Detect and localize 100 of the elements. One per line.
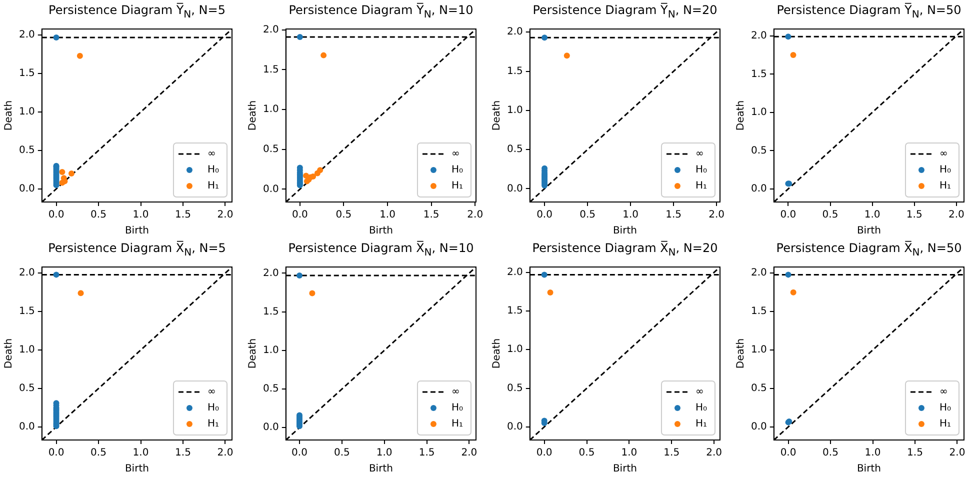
y-tick-label: 0.5 [750, 383, 767, 394]
y-tick-label: 1.0 [18, 344, 35, 356]
y-tick-label: 0.0 [750, 422, 767, 433]
legend-label: ∞ [207, 386, 216, 398]
x-tick-label: 0.5 [90, 210, 106, 221]
x-tick-label: 0.5 [334, 448, 350, 459]
x-tick-label: 2.0 [461, 448, 478, 459]
x-tick-label: 1.5 [907, 448, 923, 459]
y-tick-label: 0.5 [262, 384, 279, 395]
chart-title: Persistence Diagram X̅$_{N}$, N=50 [775, 240, 963, 258]
x-tick-label: 0.0 [48, 448, 64, 459]
x-tick-label: 0.0 [780, 210, 796, 221]
legend-label: H₁ [939, 418, 952, 430]
y-tick-label: 2.0 [750, 30, 767, 42]
x-tick-label: 0.0 [536, 448, 552, 459]
y-tick-label: 2.0 [262, 268, 279, 279]
y-tick-label: 2.0 [18, 30, 35, 41]
chart-title: Persistence Diagram Y̅$_{N}$, N=20 [532, 2, 718, 20]
y-axis-title: Death [248, 100, 259, 131]
chart-title: Persistence Diagram X̅$_{N}$, N=20 [531, 240, 719, 258]
x-tick-label: 2.0 [948, 210, 964, 221]
x-tick-label: 2.0 [706, 448, 722, 459]
x-tick-label: 1.0 [864, 210, 880, 221]
x-tick-label: 0.5 [578, 448, 595, 459]
y-tick-label: 0.0 [506, 421, 523, 432]
legend-label: H₁ [939, 180, 952, 192]
y-tick-label: 2.0 [506, 26, 523, 38]
x-tick-label: 2.0 [217, 448, 234, 459]
legend-label: H₁ [451, 418, 464, 430]
y-tick-label: 0.0 [18, 184, 35, 195]
x-axis-title: Birth [856, 464, 881, 475]
y-tick-label: 2.0 [18, 268, 35, 279]
x-tick-label: 1.5 [418, 448, 435, 459]
y-tick-label: 1.5 [262, 306, 279, 318]
y-tick-label: 1.5 [18, 306, 35, 318]
y-tick-label: 2.0 [262, 24, 279, 36]
y-tick-label: 0.0 [506, 183, 523, 194]
legend-label: ∞ [207, 148, 216, 160]
x-tick-label: 0.0 [292, 210, 308, 221]
x-tick-label: 0.5 [822, 210, 838, 221]
y-tick-label: 0.5 [262, 144, 279, 155]
x-tick-label: 1.0 [864, 448, 881, 459]
x-tick-label: 0.0 [780, 448, 796, 459]
x-axis-title: Birth [124, 464, 149, 475]
legend-label: H₁ [207, 180, 220, 192]
x-axis-title: Birth [612, 226, 637, 237]
legend-label: ∞ [451, 148, 460, 160]
x-axis-title: Birth [368, 226, 393, 237]
x-tick-label: 2.0 [708, 210, 725, 221]
legend-label: H₀ [451, 402, 464, 414]
chart-title: Persistence Diagram X̅$_{N}$, N=10 [287, 240, 475, 258]
y-tick-label: 1.5 [506, 66, 523, 77]
legend-label: ∞ [695, 386, 704, 398]
y-axis-title: Death [736, 100, 747, 131]
x-tick-label: 1.0 [621, 448, 638, 459]
legend-label: H₁ [451, 180, 464, 192]
y-tick-label: 2.0 [506, 267, 523, 278]
x-tick-label: 2.0 [217, 210, 234, 221]
x-tick-label: 1.0 [132, 448, 149, 459]
legend-label: H₀ [939, 402, 952, 414]
x-axis-title: Birth [368, 464, 393, 475]
y-tick-label: 1.5 [506, 306, 523, 317]
y-tick-label: 0.5 [506, 144, 523, 156]
y-tick-label: 1.0 [262, 104, 279, 116]
chart-title: Persistence Diagram Y̅$_{N}$, N=5 [48, 2, 226, 20]
x-tick-label: 1.5 [906, 210, 922, 221]
legend-label: H₀ [207, 164, 220, 176]
legend-label: H₁ [207, 418, 220, 430]
y-tick-label: 1.0 [750, 107, 767, 118]
y-tick-label: 0.5 [506, 382, 523, 394]
x-tick-label: 1.0 [622, 210, 638, 221]
y-tick-label: 1.0 [18, 106, 35, 118]
y-tick-label: 1.5 [18, 68, 35, 80]
y-tick-label: 0.5 [750, 145, 767, 156]
chart-title: Persistence Diagram Y̅$_{N}$, N=50 [776, 2, 962, 20]
x-tick-label: 1.5 [175, 448, 191, 459]
y-tick-label: 1.0 [750, 344, 767, 356]
x-axis-title: Birth [124, 226, 149, 237]
x-tick-label: 1.0 [376, 448, 392, 459]
x-tick-label: 0.5 [90, 448, 106, 459]
x-tick-label: 2.0 [949, 448, 966, 459]
y-tick-label: 0.0 [262, 422, 279, 434]
legend-label: H₀ [695, 402, 708, 414]
y-tick-label: 0.0 [18, 422, 35, 433]
y-tick-label: 1.0 [506, 105, 523, 116]
x-tick-label: 0.5 [336, 210, 352, 221]
y-tick-label: 1.5 [750, 306, 767, 318]
y-tick-label: 1.5 [262, 64, 279, 76]
x-tick-label: 1.5 [423, 210, 440, 221]
x-tick-label: 1.0 [380, 210, 396, 221]
legend-label: ∞ [451, 386, 460, 398]
y-tick-label: 0.0 [750, 184, 767, 195]
legend-label: H₀ [939, 164, 952, 176]
legend-label: ∞ [695, 148, 704, 160]
legend-label: ∞ [939, 148, 948, 160]
y-tick-label: 0.5 [18, 145, 35, 156]
x-tick-label: 1.5 [666, 210, 682, 221]
legend-label: H₀ [451, 164, 464, 176]
y-axis-title: Death [492, 100, 503, 131]
x-tick-label: 0.0 [536, 210, 552, 221]
